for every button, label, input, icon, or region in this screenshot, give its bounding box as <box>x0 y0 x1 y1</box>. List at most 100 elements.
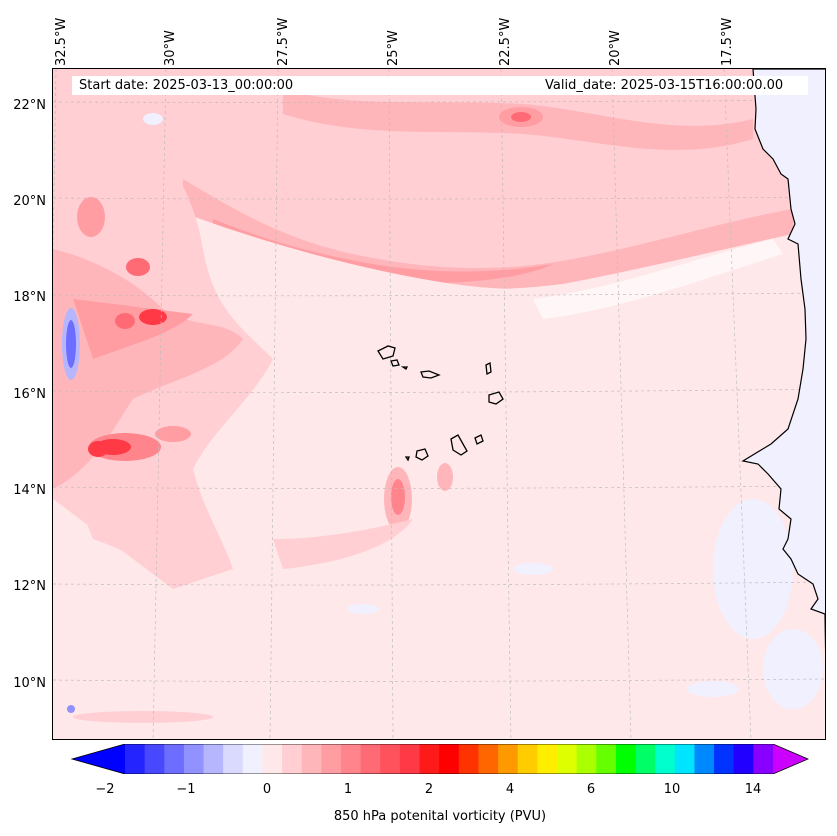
pv-hotspot-7 <box>139 309 167 325</box>
colorbar-segment <box>655 744 676 774</box>
colorbar-tick-1: 1 <box>343 782 353 797</box>
colorbar-title: 850 hPa potenital vorticity (PVU) <box>333 809 547 824</box>
pv-patch-north-1 <box>143 113 163 125</box>
colorbar-segment <box>498 744 519 774</box>
island-fogo <box>415 448 429 461</box>
pv-patch-east-3 <box>687 681 739 697</box>
pv-band-north-broad <box>53 69 825 399</box>
african-coastline <box>741 69 825 653</box>
island-maio <box>474 434 484 445</box>
colorbar-segment <box>458 744 479 774</box>
pv-patch-east-2 <box>763 629 823 709</box>
colorbar-extend-max <box>773 744 808 774</box>
colorbar-tick-10: 10 <box>663 782 681 797</box>
colorbar-segment <box>341 744 362 774</box>
lon-label-32-5w: 32.5°W <box>54 17 69 66</box>
pv-negative-feature-core <box>66 320 76 368</box>
lon-label-20w: 20°W <box>608 30 623 66</box>
colorbar-segment <box>399 744 421 774</box>
colorbar-segment <box>282 744 303 774</box>
colorbar-segment <box>517 744 538 774</box>
colorbar-segment <box>733 744 754 774</box>
colorbar-segment <box>203 744 224 774</box>
pv-white-streak <box>533 239 783 319</box>
island-santiago <box>450 434 468 456</box>
lat-label-10n: 10°N <box>13 676 46 691</box>
pv-streak-sw-2 <box>73 711 213 723</box>
lon-label-17-5w: 17.5°W <box>720 17 735 66</box>
lat-label-12n: 12°N <box>13 579 46 594</box>
island-sal <box>485 362 492 375</box>
graticule <box>53 69 825 739</box>
pv-hotspot-5 <box>155 426 191 442</box>
colorbar-tick-14: 14 <box>744 782 762 797</box>
colorbar-segment <box>183 744 205 774</box>
pv-patch-mid-1 <box>513 563 553 575</box>
colorbar-tick-neg1: −1 <box>176 782 196 797</box>
start-date-label: Start date: 2025-03-13_00:00:00 <box>79 78 294 93</box>
colorbar-segment <box>360 744 381 774</box>
colorbar-segment <box>537 744 558 774</box>
lon-label-27-5w: 27.5°W <box>276 17 291 66</box>
colorbar-segment <box>301 744 322 774</box>
pv-patch-east-1 <box>713 499 793 639</box>
colorbar-segment <box>125 744 146 774</box>
colorbar <box>70 743 810 778</box>
island-sao-vicente <box>390 359 400 367</box>
colorbar-segment <box>262 744 283 774</box>
colorbar-segment <box>223 744 244 774</box>
pv-spot-north-2 <box>511 112 531 122</box>
colorbar-extend-min <box>72 744 125 774</box>
lon-label-30w: 30°W <box>163 30 178 66</box>
colorbar-segment <box>694 744 715 774</box>
colorbar-tick-6: 6 <box>586 782 596 797</box>
pv-patch-mid-2 <box>347 604 379 614</box>
colorbar-tick-2: 2 <box>424 782 434 797</box>
colorbar-tick-4: 4 <box>505 782 515 797</box>
lon-label-22-5w: 22.5°W <box>498 17 513 66</box>
colorbar-segment <box>439 744 460 774</box>
map-panel <box>52 68 826 740</box>
lat-label-16n: 16°N <box>13 387 46 402</box>
colorbar-svg <box>70 743 810 775</box>
pv-contour-map <box>53 69 825 739</box>
lat-label-20n: 20°N <box>13 194 46 209</box>
colorbar-segment <box>144 744 165 774</box>
pv-streak-sw-3 <box>67 705 75 713</box>
pv-hotspot-6 <box>77 197 105 237</box>
lon-label-25w: 25°W <box>386 30 401 66</box>
pv-streak-center-4 <box>273 519 413 569</box>
colorbar-segment <box>714 744 735 774</box>
island-sao-nicolau <box>420 370 441 379</box>
colorbar-segment <box>419 744 440 774</box>
colorbar-segment <box>576 744 597 774</box>
cape-verde-islands <box>377 345 504 462</box>
island-brava <box>404 456 410 462</box>
date-header-bar <box>72 76 808 95</box>
pv-hotspot-3 <box>115 313 135 329</box>
colorbar-segment <box>635 744 656 774</box>
pv-streak-sw-1 <box>73 489 173 562</box>
colorbar-segment <box>478 744 499 774</box>
island-santa-luzia <box>400 366 409 370</box>
colorbar-segment <box>753 744 774 774</box>
colorbar-segment <box>321 744 342 774</box>
colorbar-segment <box>164 744 185 774</box>
colorbar-tick-0: 0 <box>262 782 272 797</box>
pv-streak-center-2 <box>391 479 405 515</box>
colorbar-segment <box>674 744 695 774</box>
valid-date-label: Valid_date: 2025-03-15T16:00:00.00 <box>545 78 784 93</box>
colorbar-segment <box>615 744 637 774</box>
pv-streak-center-3 <box>437 463 453 491</box>
lat-label-18n: 18°N <box>13 290 46 305</box>
island-santo-antao <box>377 345 396 360</box>
lat-label-14n: 14°N <box>13 483 46 498</box>
island-boa-vista <box>488 391 504 405</box>
pv-hotspot-8 <box>88 441 108 457</box>
colorbar-segment <box>596 744 617 774</box>
pv-hotspot-4 <box>126 258 150 276</box>
colorbar-segment <box>557 744 578 774</box>
lat-label-22n: 22°N <box>13 98 46 113</box>
colorbar-tick-neg2: −2 <box>95 782 115 797</box>
colorbar-segment <box>242 744 263 774</box>
